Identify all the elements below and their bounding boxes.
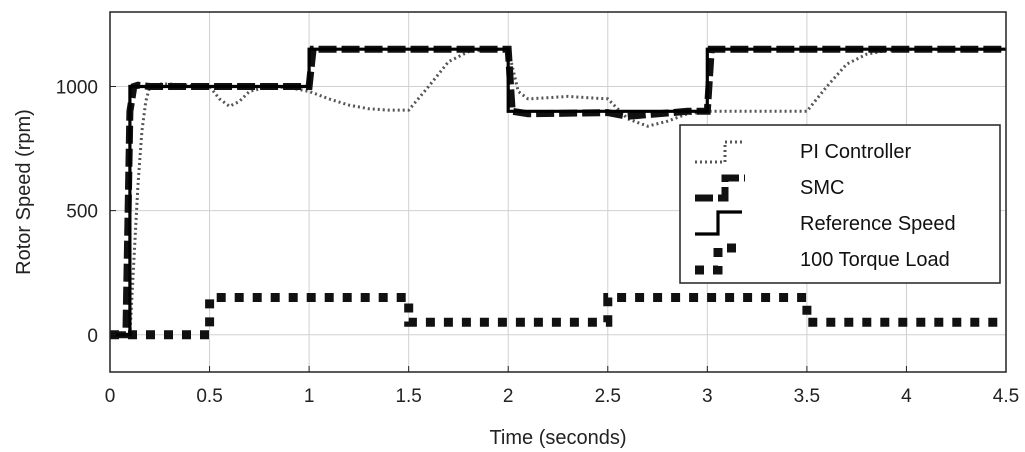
legend-label: SMC (800, 177, 844, 199)
y-tick-label: 1000 (56, 77, 98, 98)
x-tick-label: 1.5 (395, 386, 421, 407)
y-ticks: 0 500 1000 (56, 77, 116, 347)
legend-label: PI Controller (800, 141, 911, 163)
x-tick-label: 4.5 (993, 386, 1019, 407)
legend-swatch (695, 140, 745, 164)
series-line-reference-speed (110, 47, 1006, 337)
legend-entries: PI Controller SMC Reference Speed 100 Torqu… (695, 140, 956, 275)
legend-swatch (695, 174, 745, 202)
legend: PI Controller SMC Reference Speed 100 Torqu… (679, 124, 1001, 284)
x-tick-label: 3.5 (794, 386, 820, 407)
x-ticks: 0 0.5 1 1.5 2 2.5 3 3.5 4 4.5 (105, 366, 1019, 407)
plot-frame (109, 11, 1007, 373)
series-line-100-torque-load (110, 293, 1006, 340)
x-tick-label: 2 (503, 386, 514, 407)
legend-swatch (695, 210, 742, 236)
y-tick-label: 0 (87, 326, 98, 347)
x-tick-label: 0 (105, 386, 116, 407)
y-tick-label: 500 (66, 202, 98, 223)
legend-label: 100 Torque Load (800, 249, 950, 271)
x-tick-label: 0.5 (196, 386, 222, 407)
y-axis-title: Rotor Speed (rpm) (13, 109, 35, 275)
series-layer (110, 45, 1006, 340)
x-tick-label: 4 (901, 386, 912, 407)
legend-label: Reference Speed (800, 213, 956, 235)
x-tick-label: 2.5 (595, 386, 621, 407)
legend-box (679, 124, 1001, 284)
x-tick-label: 1 (304, 386, 315, 407)
x-tick-label: 3 (702, 386, 713, 407)
legend-swatch (695, 243, 742, 275)
x-axis-title: Time (seconds) (489, 427, 626, 449)
